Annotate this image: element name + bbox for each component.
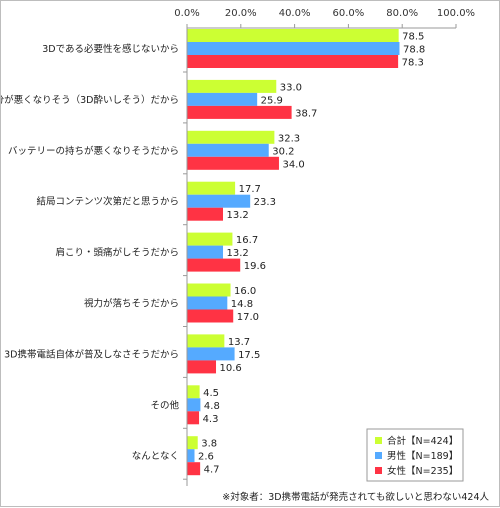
footnote: ※対象者：3D携帯電話が発売されても欲しいと思わない424人 bbox=[222, 491, 489, 503]
data-label: 13.2 bbox=[227, 210, 249, 221]
bar bbox=[187, 449, 195, 463]
legend-swatch bbox=[375, 452, 382, 459]
category-label: 視力が落ちそうだから bbox=[84, 298, 179, 310]
data-label: 25.9 bbox=[261, 95, 283, 106]
bar bbox=[187, 42, 400, 55]
x-tick-label: 40.0% bbox=[279, 8, 311, 19]
category-label: バッテリーの持ちが悪くなりそうだから bbox=[8, 145, 179, 157]
bar bbox=[187, 181, 236, 195]
data-label: 3.8 bbox=[201, 439, 217, 450]
bar bbox=[187, 156, 279, 170]
data-label: 78.5 bbox=[402, 32, 424, 43]
data-label: 17.7 bbox=[239, 184, 261, 195]
bar bbox=[187, 436, 198, 450]
bar bbox=[187, 258, 241, 272]
data-label: 78.8 bbox=[403, 45, 425, 56]
data-label: 2.6 bbox=[198, 452, 214, 463]
bar bbox=[187, 385, 200, 399]
bar bbox=[187, 245, 224, 259]
data-label: 10.6 bbox=[220, 363, 242, 374]
bar bbox=[187, 334, 225, 348]
bar bbox=[187, 411, 200, 425]
legend-box bbox=[366, 428, 464, 482]
x-tick-label: 0.0% bbox=[174, 8, 199, 19]
bar bbox=[187, 55, 399, 68]
category-label: 3Dである必要性を感じないから bbox=[42, 43, 179, 55]
bar bbox=[187, 130, 275, 144]
bar bbox=[187, 92, 258, 106]
bar bbox=[187, 296, 228, 310]
legend-swatch bbox=[375, 437, 382, 444]
data-label: 30.2 bbox=[272, 146, 294, 157]
bar bbox=[187, 79, 277, 93]
bar bbox=[187, 347, 235, 361]
data-label: 4.8 bbox=[204, 401, 220, 412]
data-label: 17.5 bbox=[238, 350, 260, 361]
category-label: 3D携帯電話自体が普及しなさそうだから bbox=[4, 348, 179, 360]
bar bbox=[187, 29, 399, 42]
x-tick-label: 80.0% bbox=[386, 8, 418, 19]
data-label: 4.7 bbox=[204, 465, 220, 476]
x-tick-label: 100.0% bbox=[437, 8, 475, 19]
legend-label: 男性【N=189】 bbox=[387, 450, 458, 462]
bar bbox=[187, 194, 251, 208]
bar bbox=[187, 360, 217, 374]
data-label: 13.7 bbox=[228, 337, 250, 348]
data-label: 14.8 bbox=[231, 299, 253, 310]
x-tick-label: 60.0% bbox=[333, 8, 365, 19]
data-label: 78.3 bbox=[402, 58, 424, 69]
bar bbox=[187, 143, 269, 157]
bar bbox=[187, 283, 231, 297]
data-label: 34.0 bbox=[282, 159, 304, 170]
bar bbox=[187, 462, 201, 476]
data-label: 17.0 bbox=[237, 312, 259, 323]
bar bbox=[187, 232, 233, 246]
legend-swatch bbox=[375, 467, 382, 474]
data-label: 16.0 bbox=[234, 286, 256, 297]
bar bbox=[187, 207, 224, 221]
data-label: 38.7 bbox=[295, 108, 317, 119]
category-label: 肩こり・頭痛がしそうだから bbox=[55, 247, 179, 259]
data-label: 32.3 bbox=[278, 133, 300, 144]
bar bbox=[187, 309, 234, 323]
category-label: 気分が悪くなりそう（3D酔いしそう）だから bbox=[1, 94, 179, 106]
data-label: 16.7 bbox=[236, 235, 258, 246]
bar bbox=[187, 105, 292, 119]
data-label: 33.0 bbox=[280, 82, 302, 93]
bar bbox=[187, 398, 201, 412]
data-label: 19.6 bbox=[244, 261, 266, 272]
data-label: 23.3 bbox=[254, 197, 276, 208]
legend-label: 女性【N=235】 bbox=[387, 465, 458, 477]
category-label: その他 bbox=[150, 399, 179, 411]
x-tick-label: 20.0% bbox=[225, 8, 257, 19]
category-label: 結局コンテンツ次第だと思うから bbox=[36, 196, 179, 208]
legend-label: 合計【N=424】 bbox=[387, 435, 458, 447]
data-label: 4.3 bbox=[203, 414, 219, 425]
category-label: なんとなく bbox=[132, 451, 179, 462]
data-label: 4.5 bbox=[203, 388, 219, 399]
data-label: 13.2 bbox=[227, 248, 249, 259]
